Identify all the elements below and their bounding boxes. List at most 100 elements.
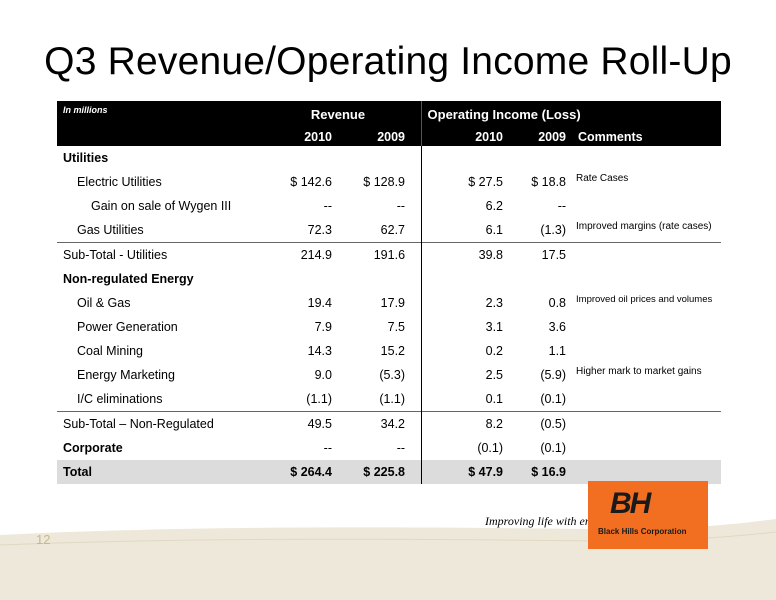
row-label: Oil & Gas bbox=[77, 296, 131, 310]
header-row-columns: 2010 2009 2010 2009 Comments bbox=[57, 127, 722, 146]
cell-rev-2010: -- bbox=[323, 441, 332, 455]
cell-comment bbox=[572, 436, 721, 460]
cell-op-2009: (1.3) bbox=[540, 223, 567, 237]
cell-op-2010: 2.5 bbox=[420, 363, 510, 387]
row-label: Sub-Total - Utilities bbox=[57, 242, 265, 267]
cell-op-2010: 6.1 bbox=[420, 218, 510, 243]
cell-rev-2009: 7.5 bbox=[387, 320, 406, 334]
cell-op-2009: 3.6 bbox=[548, 320, 567, 334]
footer-wave bbox=[0, 519, 776, 600]
total-row: Total $ 264.4 $ 225.8 $ 47.9 $ 16.9 bbox=[57, 460, 722, 484]
cell-rev-2010: 9.0 bbox=[314, 368, 332, 382]
cell-op-2009: (5.9) bbox=[540, 368, 567, 382]
cell-op-2010: 2.3 bbox=[420, 291, 510, 315]
cell-op-2009: 1.1 bbox=[548, 344, 567, 358]
cell-comment bbox=[572, 315, 721, 339]
cell-rev-2010: 7.9 bbox=[314, 320, 332, 334]
cell-rev-2009: 17.9 bbox=[380, 296, 406, 310]
col-comments: Comments bbox=[572, 127, 722, 146]
row-label: Corporate bbox=[63, 441, 123, 455]
cell-comment: Higher mark to market gains bbox=[576, 366, 702, 377]
col-operating-2010: 2010 bbox=[420, 127, 510, 146]
row-label: Energy Marketing bbox=[77, 368, 175, 382]
table-row: Gas Utilities 72.3 62.7 6.1 (1.3) Improv… bbox=[57, 218, 721, 243]
col-operating-2009: 2009 bbox=[509, 127, 573, 146]
cell-op-2010: $ 47.9 bbox=[420, 460, 510, 484]
cell-op-2010: 0.2 bbox=[420, 339, 510, 363]
cell-rev-2010: (1.1) bbox=[306, 392, 332, 406]
cell-comment: Improved margins (rate cases) bbox=[576, 221, 712, 232]
row-label: Power Generation bbox=[77, 320, 178, 334]
cell-comment bbox=[572, 339, 721, 363]
col-revenue-2009: 2009 bbox=[338, 127, 412, 146]
row-label: I/C eliminations bbox=[77, 392, 163, 406]
table-row: Non-regulated Energy bbox=[57, 267, 721, 291]
subtotal-row: Sub-Total – Non-Regulated 49.5 34.2 8.2 … bbox=[57, 411, 722, 436]
cell-op-2010: 8.2 bbox=[420, 411, 510, 436]
cell-comment bbox=[572, 460, 722, 484]
cell-op-2009: 17.5 bbox=[509, 242, 573, 267]
cell-op-2009: $ 18.8 bbox=[531, 175, 567, 189]
tagline: Improving life with energy bbox=[485, 514, 612, 528]
table-row: Electric Utilities $ 142.6 $ 128.9 $ 27.… bbox=[57, 170, 721, 194]
cell-comment: Improved oil prices and volumes bbox=[576, 294, 713, 305]
cell-rev-2009: -- bbox=[396, 441, 406, 455]
financial-table: In millions Revenue Operating Income (Lo… bbox=[57, 101, 722, 484]
cell-rev-2010: 49.5 bbox=[265, 411, 338, 436]
table-row: Energy Marketing 9.0 (5.3) 2.5 (5.9) Hig… bbox=[57, 363, 721, 387]
cell-rev-2009: $ 225.8 bbox=[338, 460, 412, 484]
cell-rev-2009: (5.3) bbox=[379, 368, 406, 382]
subtotal-row: Sub-Total - Utilities 214.9 191.6 39.8 1… bbox=[57, 242, 722, 267]
cell-op-2010: (0.1) bbox=[420, 436, 510, 460]
cell-comment bbox=[572, 387, 721, 412]
cell-op-2009: $ 16.9 bbox=[509, 460, 573, 484]
header-row-groups: In millions Revenue Operating Income (Lo… bbox=[57, 101, 722, 127]
operating-income-group-header: Operating Income (Loss) bbox=[420, 101, 722, 127]
table-row: Power Generation 7.9 7.5 3.1 3.6 bbox=[57, 315, 721, 339]
page-number: 12 bbox=[36, 532, 51, 547]
cell-op-2009: (0.1) bbox=[540, 392, 567, 406]
cell-rev-2009: 34.2 bbox=[338, 411, 412, 436]
cell-rev-2010: $ 142.6 bbox=[290, 175, 332, 189]
row-label: Gain on sale of Wygen III bbox=[91, 199, 232, 213]
col-revenue-2010: 2010 bbox=[265, 127, 338, 146]
table-row: Utilities bbox=[57, 146, 721, 170]
cell-op-2010: 3.1 bbox=[420, 315, 510, 339]
cell-comment bbox=[572, 242, 722, 267]
units-note: In millions bbox=[57, 101, 265, 127]
cell-op-2010: 0.1 bbox=[420, 387, 510, 412]
cell-rev-2009: 15.2 bbox=[380, 344, 406, 358]
table-row: Corporate -- -- (0.1) (0.1) bbox=[57, 436, 721, 460]
revenue-group-header: Revenue bbox=[265, 101, 412, 127]
cell-op-2009: (0.5) bbox=[509, 411, 573, 436]
cell-op-2009: 0.8 bbox=[548, 296, 567, 310]
cell-op-2009: -- bbox=[557, 199, 567, 213]
row-label: Non-regulated Energy bbox=[63, 272, 194, 286]
slide-title: Q3 Revenue/Operating Income Roll-Up bbox=[44, 40, 732, 83]
cell-rev-2010: $ 264.4 bbox=[265, 460, 338, 484]
cell-op-2010: $ 27.5 bbox=[420, 170, 510, 194]
company-name: Black Hills Corporation bbox=[598, 527, 687, 536]
cell-rev-2010: 19.4 bbox=[307, 296, 332, 310]
cell-rev-2009: $ 128.9 bbox=[363, 175, 406, 189]
cell-comment bbox=[572, 411, 722, 436]
company-logo: BH Black Hills Corporation bbox=[588, 481, 708, 549]
cell-rev-2009: -- bbox=[396, 199, 406, 213]
cell-rev-2009: 191.6 bbox=[338, 242, 412, 267]
row-label: Coal Mining bbox=[77, 344, 144, 358]
cell-comment: Rate Cases bbox=[576, 173, 629, 184]
row-label: Gas Utilities bbox=[77, 223, 144, 237]
cell-rev-2010: 72.3 bbox=[307, 223, 332, 237]
row-label: Total bbox=[57, 460, 265, 484]
cell-rev-2010: 214.9 bbox=[265, 242, 338, 267]
cell-op-2010: 6.2 bbox=[420, 194, 510, 218]
cell-rev-2009: 62.7 bbox=[380, 223, 406, 237]
table-row: Coal Mining 14.3 15.2 0.2 1.1 bbox=[57, 339, 721, 363]
cell-rev-2009: (1.1) bbox=[379, 392, 406, 406]
cell-comment bbox=[572, 194, 721, 218]
row-label: Electric Utilities bbox=[77, 175, 162, 189]
table-row: Gain on sale of Wygen III -- -- 6.2 -- bbox=[57, 194, 721, 218]
table-row: I/C eliminations (1.1) (1.1) 0.1 (0.1) bbox=[57, 387, 721, 412]
cell-rev-2010: 14.3 bbox=[307, 344, 332, 358]
logo-mark: BH bbox=[610, 487, 651, 520]
